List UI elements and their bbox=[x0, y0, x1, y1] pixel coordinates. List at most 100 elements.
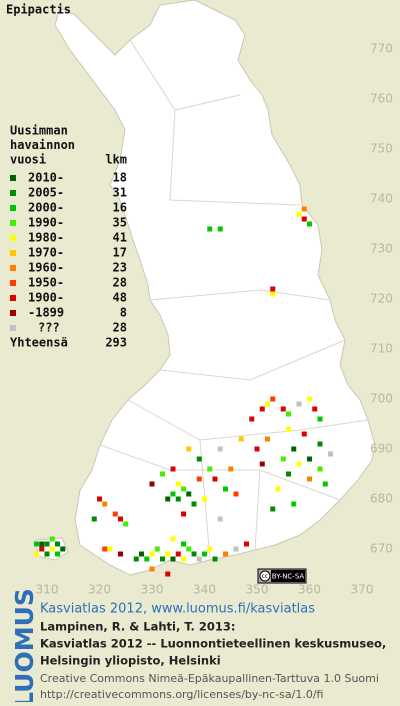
y-tick-label: 760 bbox=[370, 92, 393, 106]
legend-swatch bbox=[10, 280, 16, 286]
legend-count: 8 bbox=[120, 306, 127, 320]
observation-square bbox=[160, 556, 165, 562]
observation-square bbox=[39, 541, 45, 547]
legend-label: 1960- bbox=[28, 261, 64, 275]
svg-text:BY-NC-SA: BY-NC-SA bbox=[272, 573, 305, 581]
observation-square bbox=[223, 551, 228, 557]
observation-square bbox=[301, 216, 307, 222]
observation-square bbox=[307, 221, 312, 227]
legend-count-header: lkm bbox=[105, 153, 127, 167]
observation-square bbox=[223, 486, 228, 492]
observation-square bbox=[217, 226, 223, 232]
observation-square bbox=[296, 461, 302, 467]
y-tick-label: 680 bbox=[370, 492, 393, 506]
observation-square bbox=[175, 551, 181, 557]
observation-square bbox=[328, 451, 333, 457]
y-tick-label: 750 bbox=[370, 142, 393, 156]
observation-square bbox=[259, 461, 265, 467]
credits-panel bbox=[0, 597, 400, 702]
observation-square bbox=[181, 556, 186, 562]
observation-square bbox=[55, 551, 60, 557]
observation-square bbox=[181, 541, 186, 547]
observation-square bbox=[44, 541, 50, 547]
y-tick-label: 700 bbox=[370, 392, 393, 406]
legend-swatch bbox=[10, 295, 16, 301]
observation-square bbox=[286, 411, 291, 417]
observation-square bbox=[149, 481, 155, 487]
observation-square bbox=[212, 476, 218, 482]
observation-square bbox=[175, 481, 181, 487]
observation-square bbox=[196, 456, 202, 462]
observation-square bbox=[217, 516, 223, 522]
legend-count: 23 bbox=[113, 261, 127, 275]
observation-square bbox=[207, 546, 213, 552]
x-tick-label: 370 bbox=[351, 583, 374, 597]
observation-square bbox=[154, 546, 160, 552]
legend-label: 2010- bbox=[28, 171, 64, 185]
observation-square bbox=[165, 551, 171, 557]
atlas-link[interactable]: Kasviatlas 2012, www.luomus.fi/kasviatla… bbox=[40, 602, 315, 617]
observation-square bbox=[102, 546, 108, 552]
observation-square bbox=[165, 571, 171, 577]
x-tick-label: 360 bbox=[298, 583, 321, 597]
observation-square bbox=[191, 501, 197, 507]
observation-square bbox=[217, 446, 223, 452]
legend-count: 17 bbox=[113, 246, 127, 260]
observation-square bbox=[34, 541, 39, 547]
observation-square bbox=[55, 541, 60, 547]
observation-square bbox=[259, 406, 265, 412]
observation-square bbox=[270, 291, 276, 297]
legend-count: 35 bbox=[113, 216, 127, 230]
observation-square bbox=[34, 551, 39, 557]
y-tick-label: 690 bbox=[370, 442, 393, 456]
x-tick-label: 330 bbox=[141, 583, 164, 597]
map-title: Epipactis bbox=[6, 3, 71, 17]
legend-count: 48 bbox=[113, 291, 127, 305]
observation-square bbox=[322, 481, 328, 487]
legend-count: 28 bbox=[113, 321, 127, 335]
observation-square bbox=[196, 556, 202, 562]
observation-square bbox=[186, 446, 192, 452]
observation-square bbox=[139, 551, 144, 557]
observation-square bbox=[181, 511, 186, 517]
logo: LUOMUS bbox=[10, 588, 39, 702]
y-tick-label: 770 bbox=[370, 42, 393, 56]
y-tick-label: 710 bbox=[370, 342, 393, 356]
observation-square bbox=[133, 556, 139, 562]
legend-count: 31 bbox=[113, 186, 127, 200]
legend-label: 1950- bbox=[28, 276, 64, 290]
observation-square bbox=[191, 551, 197, 557]
observation-squares bbox=[34, 206, 333, 577]
legend-count: 28 bbox=[113, 276, 127, 290]
legend-swatch bbox=[10, 310, 16, 316]
legend-label: 1980- bbox=[28, 231, 64, 245]
legend-count: 16 bbox=[113, 201, 127, 215]
observation-square bbox=[202, 551, 207, 557]
observation-square bbox=[97, 496, 102, 502]
legend-heading: vuosi bbox=[10, 153, 46, 167]
observation-square bbox=[39, 546, 45, 552]
observation-square bbox=[196, 476, 202, 482]
observation-square bbox=[280, 456, 286, 462]
observation-square bbox=[233, 491, 239, 497]
license-url[interactable]: http://creativecommons.org/licenses/by-n… bbox=[40, 688, 323, 701]
observation-square bbox=[212, 556, 218, 562]
legend-count: 41 bbox=[113, 231, 127, 245]
y-tick-label: 740 bbox=[370, 192, 393, 206]
observation-square bbox=[228, 466, 234, 472]
observation-square bbox=[312, 406, 318, 412]
y-tick-label: 730 bbox=[370, 242, 393, 256]
citation-line: Helsingin yliopisto, Helsinki bbox=[40, 654, 221, 668]
observation-square bbox=[265, 401, 270, 407]
observation-square bbox=[170, 556, 176, 562]
x-tick-label: 320 bbox=[88, 583, 111, 597]
x-tick-label: 310 bbox=[36, 583, 59, 597]
legend-swatch bbox=[10, 220, 16, 226]
observation-square bbox=[249, 416, 255, 422]
observation-square bbox=[265, 436, 270, 442]
observation-square bbox=[291, 501, 297, 507]
observation-square bbox=[207, 226, 213, 232]
observation-square bbox=[280, 406, 286, 412]
y-tick-label: 670 bbox=[370, 542, 393, 556]
